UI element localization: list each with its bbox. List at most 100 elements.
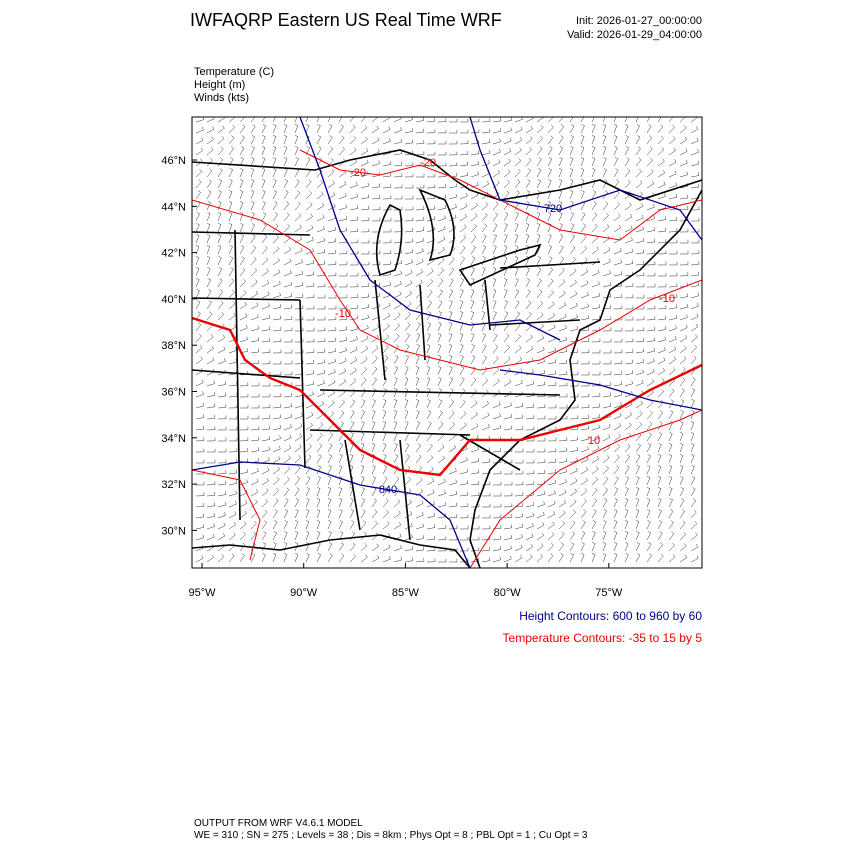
wind-barb bbox=[448, 421, 456, 431]
wind-barb bbox=[613, 124, 618, 134]
wind-barb bbox=[657, 432, 663, 442]
wind-barb bbox=[613, 370, 623, 376]
wind-barb bbox=[613, 509, 618, 519]
wind-barb bbox=[382, 410, 387, 420]
wind-barb bbox=[283, 157, 288, 167]
wind-barb bbox=[217, 543, 225, 552]
wind-barb bbox=[327, 553, 333, 563]
wind-barb bbox=[459, 151, 469, 156]
wind-barb bbox=[371, 432, 376, 442]
wind-barb bbox=[536, 404, 546, 409]
wind-barb bbox=[305, 476, 311, 486]
contour bbox=[469, 409, 702, 568]
wind-barb bbox=[338, 531, 344, 541]
wind-barb bbox=[371, 377, 377, 387]
wind-barb bbox=[338, 368, 347, 376]
wind-barb bbox=[668, 239, 678, 244]
wind-barb bbox=[360, 182, 370, 189]
wind-barb bbox=[272, 360, 282, 365]
wind-barb bbox=[195, 256, 200, 266]
wind-barb bbox=[217, 168, 223, 178]
wind-barb bbox=[536, 157, 542, 167]
wind-barb bbox=[459, 161, 469, 167]
wind-barb bbox=[404, 557, 414, 563]
wind-barb bbox=[536, 256, 541, 266]
wind-barb bbox=[228, 511, 237, 519]
wind-barb bbox=[569, 467, 578, 475]
wind-barb bbox=[591, 403, 601, 409]
wind-barb bbox=[371, 183, 381, 189]
wind-barb bbox=[525, 223, 530, 233]
wind-barb bbox=[547, 168, 552, 178]
wind-barb bbox=[360, 324, 369, 332]
wind-barb bbox=[316, 316, 326, 321]
wind-barb bbox=[327, 238, 337, 244]
wind-barb bbox=[646, 272, 656, 277]
wind-barb bbox=[580, 280, 589, 288]
wind-barb bbox=[613, 520, 618, 530]
wind-barb bbox=[272, 553, 277, 563]
wind-barb bbox=[635, 369, 644, 376]
wind-barb bbox=[294, 224, 302, 233]
wind-barb bbox=[536, 190, 541, 200]
wind-barb bbox=[503, 278, 508, 288]
wind-barb bbox=[382, 302, 391, 310]
wind-barb bbox=[481, 389, 489, 398]
wind-barb bbox=[624, 124, 629, 134]
wind-barb bbox=[558, 313, 567, 321]
wind-barb bbox=[459, 388, 466, 398]
wind-barb bbox=[668, 283, 678, 288]
wind-barb bbox=[569, 234, 575, 244]
wind-barb bbox=[635, 117, 639, 123]
wind-barb bbox=[393, 454, 399, 464]
wind-barb bbox=[239, 179, 244, 189]
wind-barb bbox=[426, 289, 433, 299]
wind-barb bbox=[283, 455, 291, 464]
wind-barb bbox=[261, 245, 268, 255]
wind-barb bbox=[690, 303, 699, 310]
wind-barb bbox=[481, 289, 486, 299]
wind-barb bbox=[503, 117, 513, 123]
wind-barb bbox=[492, 344, 499, 354]
wind-barb bbox=[470, 118, 480, 123]
wind-barb bbox=[591, 258, 600, 266]
wind-barb bbox=[690, 388, 696, 398]
wind-barb bbox=[305, 327, 315, 332]
wind-barb bbox=[316, 168, 323, 178]
wind-barb bbox=[305, 225, 314, 233]
wind-barb bbox=[591, 360, 601, 365]
wind-barb bbox=[360, 345, 369, 354]
wind-barb bbox=[481, 377, 489, 387]
wind-barb bbox=[448, 377, 454, 387]
wind-barb bbox=[591, 190, 597, 200]
wind-barb bbox=[602, 168, 607, 178]
wind-barb bbox=[602, 423, 611, 431]
wind-barb bbox=[393, 138, 403, 145]
wind-barb bbox=[426, 501, 435, 508]
wind-barb bbox=[217, 358, 226, 365]
wind-barb bbox=[635, 260, 645, 266]
wind-barb bbox=[613, 135, 618, 145]
wind-barb bbox=[525, 533, 534, 541]
wind-barb bbox=[580, 360, 590, 365]
wind-barb bbox=[283, 392, 293, 398]
wind-barb bbox=[646, 400, 654, 409]
wind-barb bbox=[536, 532, 544, 541]
wind-barb bbox=[668, 498, 673, 508]
wind-barb bbox=[371, 137, 380, 145]
wind-barb bbox=[250, 348, 260, 354]
wind-barb bbox=[690, 555, 699, 563]
wind-barb bbox=[228, 480, 238, 486]
wind-barb bbox=[360, 228, 370, 233]
wind-barb bbox=[591, 338, 601, 343]
wind-barb bbox=[448, 333, 453, 343]
wind-barb bbox=[602, 531, 607, 541]
wind-barb bbox=[206, 126, 215, 134]
wind-barb bbox=[305, 248, 314, 255]
wind-barb bbox=[547, 382, 557, 387]
wind-barb bbox=[547, 415, 557, 420]
wind-barb bbox=[272, 403, 282, 409]
wind-barb bbox=[547, 301, 555, 310]
wind-barb bbox=[283, 487, 290, 497]
wind-barb bbox=[646, 487, 651, 497]
